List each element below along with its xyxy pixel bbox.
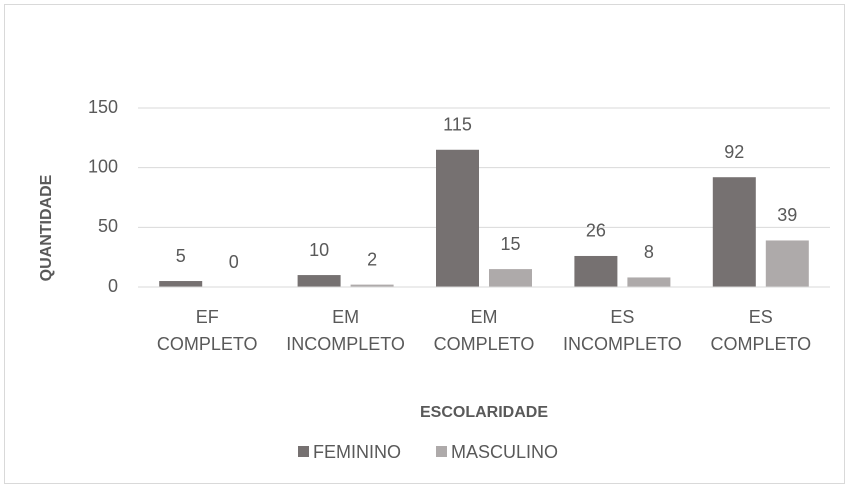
legend-swatch — [436, 446, 447, 457]
data-label: 5 — [176, 246, 186, 266]
x-tick-label: ES COMPLETO — [710, 307, 811, 354]
x-tick-line: INCOMPLETO — [563, 334, 682, 354]
legend-swatch — [298, 446, 309, 457]
data-label: 2 — [367, 249, 377, 269]
bar — [574, 255, 618, 287]
x-tick-line: EF — [196, 307, 219, 327]
bar — [489, 269, 532, 287]
data-label: 8 — [644, 242, 654, 262]
bar — [436, 149, 479, 287]
y-tick-label: 0 — [108, 276, 118, 296]
x-tick-line: ES — [610, 307, 634, 327]
x-tick-label: EM COMPLETO — [434, 307, 535, 354]
bar — [350, 284, 394, 287]
x-tick-line: ES — [749, 307, 773, 327]
legend-label: MASCULINO — [451, 442, 558, 462]
y-tick-label: 50 — [98, 216, 118, 236]
data-label: 115 — [443, 115, 472, 135]
legend-label: FEMININO — [313, 442, 401, 462]
chart-border — [4, 4, 845, 484]
x-axis-title: ESCOLARIDADE — [420, 404, 548, 421]
x-tick-line: COMPLETO — [434, 334, 535, 354]
bar — [627, 277, 671, 287]
data-label: 26 — [586, 221, 606, 241]
x-tick-line: EM — [332, 307, 359, 327]
x-tick-line: INCOMPLETO — [286, 334, 405, 354]
data-label: 0 — [229, 252, 239, 272]
data-label: 15 — [500, 234, 520, 254]
x-tick-line: COMPLETO — [710, 334, 811, 354]
x-tick-label: ES INCOMPLETO — [563, 307, 682, 354]
bar — [297, 275, 341, 287]
x-tick-label: EM INCOMPLETO — [286, 307, 405, 354]
data-label: 10 — [309, 240, 329, 260]
x-tick-line: COMPLETO — [157, 334, 258, 354]
bar — [159, 281, 203, 287]
bar — [765, 240, 809, 287]
x-tick-label: EF COMPLETO — [157, 307, 258, 354]
data-label: 39 — [777, 205, 797, 225]
y-tick-label: 150 — [88, 97, 118, 117]
bar — [712, 177, 756, 287]
y-tick-label: 100 — [88, 156, 118, 176]
data-label: 92 — [724, 142, 744, 162]
y-axis-title: QUANTIDADE — [38, 174, 55, 281]
x-tick-line: EM — [471, 307, 498, 327]
